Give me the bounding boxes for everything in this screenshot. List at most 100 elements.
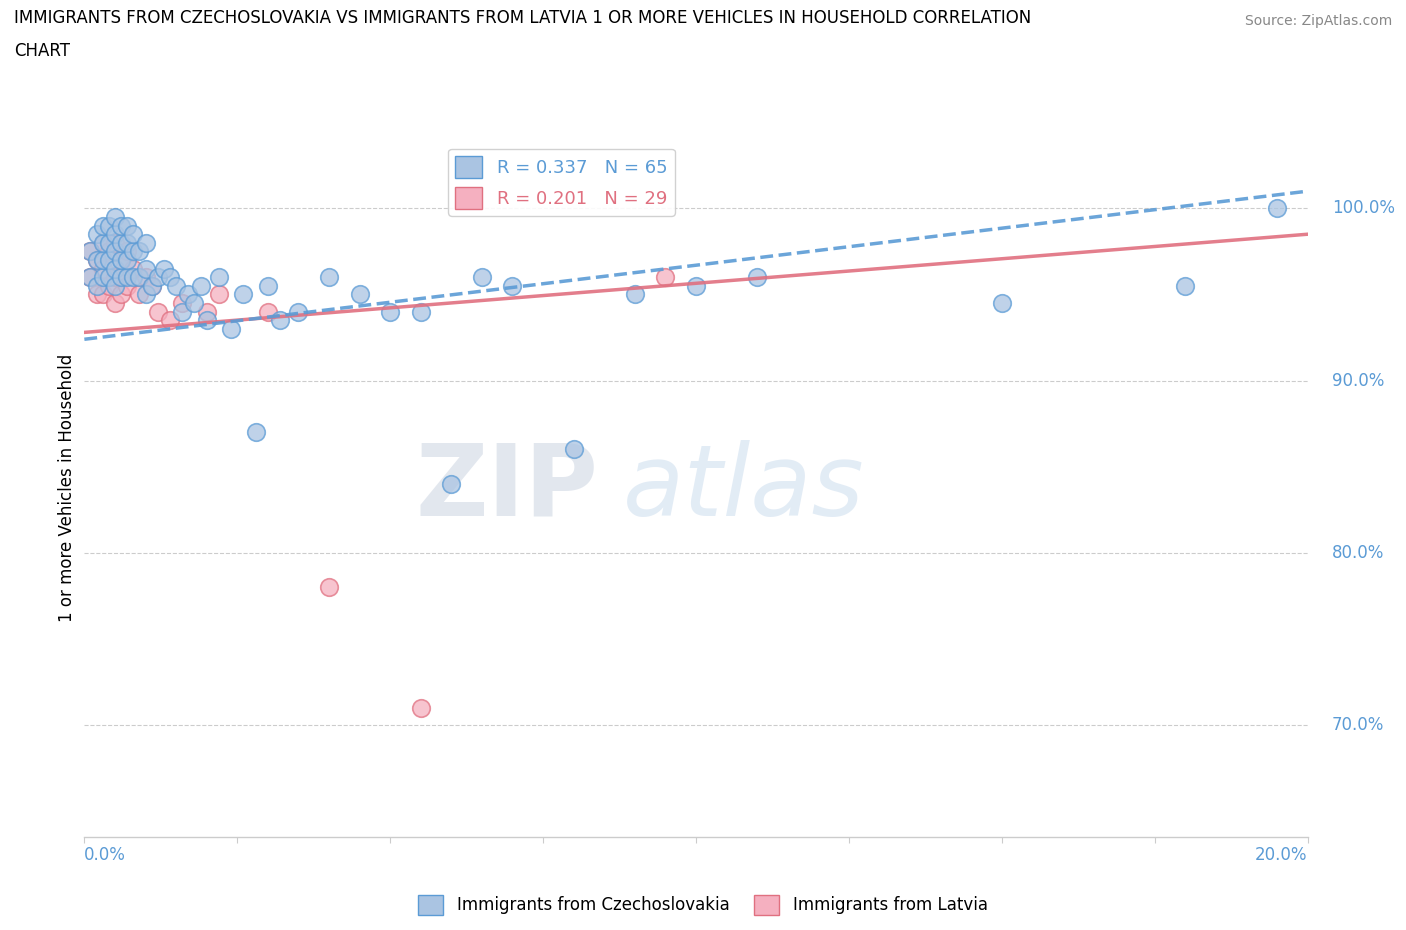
Point xyxy=(257,304,280,319)
Point xyxy=(318,270,340,285)
Point xyxy=(177,287,200,302)
Point xyxy=(1174,278,1197,293)
Point xyxy=(440,476,463,491)
Point xyxy=(172,296,194,311)
Text: IMMIGRANTS FROM CZECHOSLOVAKIA VS IMMIGRANTS FROM LATVIA 1 OR MORE VEHICLES IN H: IMMIGRANTS FROM CZECHOSLOVAKIA VS IMMIGR… xyxy=(14,9,1032,27)
Point xyxy=(1265,201,1288,216)
Legend: R = 0.337   N = 65, R = 0.201   N = 29: R = 0.337 N = 65, R = 0.201 N = 29 xyxy=(449,149,675,216)
Point xyxy=(654,270,676,285)
Point xyxy=(146,270,169,285)
Point xyxy=(115,219,138,233)
Point xyxy=(287,304,309,319)
Point xyxy=(172,304,194,319)
Text: Source: ZipAtlas.com: Source: ZipAtlas.com xyxy=(1244,14,1392,28)
Text: 20.0%: 20.0% xyxy=(1256,845,1308,864)
Point xyxy=(380,304,402,319)
Point xyxy=(97,219,120,233)
Text: 0.0%: 0.0% xyxy=(84,845,127,864)
Point xyxy=(110,253,132,268)
Point xyxy=(86,253,108,268)
Point xyxy=(122,270,145,285)
Point xyxy=(122,261,145,276)
Point xyxy=(562,442,585,457)
Point xyxy=(86,227,108,242)
Point xyxy=(135,270,157,285)
Point xyxy=(86,253,108,268)
Text: atlas: atlas xyxy=(623,440,865,537)
Point xyxy=(104,270,127,285)
Point xyxy=(232,287,254,302)
Point xyxy=(141,278,163,293)
Text: ZIP: ZIP xyxy=(415,440,598,537)
Text: 100.0%: 100.0% xyxy=(1331,199,1395,218)
Point xyxy=(115,244,138,259)
Point xyxy=(146,304,169,319)
Point xyxy=(502,278,524,293)
Point xyxy=(97,244,120,259)
Point xyxy=(97,235,120,250)
Point xyxy=(79,244,101,259)
Point xyxy=(190,278,212,293)
Point xyxy=(269,312,291,327)
Point xyxy=(128,244,150,259)
Point xyxy=(747,270,769,285)
Point xyxy=(128,270,150,285)
Point xyxy=(245,425,267,440)
Text: 80.0%: 80.0% xyxy=(1331,544,1385,562)
Point xyxy=(159,312,181,327)
Point xyxy=(195,312,218,327)
Text: CHART: CHART xyxy=(14,42,70,60)
Point xyxy=(159,270,181,285)
Point xyxy=(165,278,187,293)
Point xyxy=(219,322,242,337)
Point xyxy=(91,253,114,268)
Point xyxy=(122,244,145,259)
Point xyxy=(79,244,101,259)
Point xyxy=(128,287,150,302)
Point xyxy=(110,270,132,285)
Point xyxy=(991,296,1014,311)
Point xyxy=(208,287,231,302)
Point xyxy=(318,579,340,594)
Point xyxy=(91,270,114,285)
Point xyxy=(97,270,120,285)
Point xyxy=(91,287,114,302)
Point xyxy=(110,287,132,302)
Point xyxy=(257,278,280,293)
Point xyxy=(110,235,132,250)
Point xyxy=(135,287,157,302)
Point xyxy=(685,278,707,293)
Point xyxy=(471,270,494,285)
Point xyxy=(115,278,138,293)
Point xyxy=(104,227,127,242)
Point xyxy=(110,219,132,233)
Point xyxy=(97,278,120,293)
Text: 90.0%: 90.0% xyxy=(1331,372,1385,390)
Point xyxy=(104,244,127,259)
Point xyxy=(104,278,127,293)
Point xyxy=(122,227,145,242)
Point xyxy=(115,270,138,285)
Point xyxy=(183,296,205,311)
Point xyxy=(97,253,120,268)
Point xyxy=(91,219,114,233)
Point xyxy=(141,278,163,293)
Point xyxy=(79,270,101,285)
Point xyxy=(135,261,157,276)
Point xyxy=(104,235,127,250)
Point xyxy=(349,287,371,302)
Point xyxy=(104,296,127,311)
Point xyxy=(79,270,101,285)
Point xyxy=(208,270,231,285)
Point xyxy=(153,261,176,276)
Point xyxy=(86,287,108,302)
Point xyxy=(409,304,432,319)
Point xyxy=(91,235,114,250)
Point xyxy=(86,278,108,293)
Point xyxy=(91,235,114,250)
Point xyxy=(110,253,132,268)
Point xyxy=(624,287,647,302)
Y-axis label: 1 or more Vehicles in Household: 1 or more Vehicles in Household xyxy=(58,354,76,622)
Point xyxy=(135,235,157,250)
Point xyxy=(195,304,218,319)
